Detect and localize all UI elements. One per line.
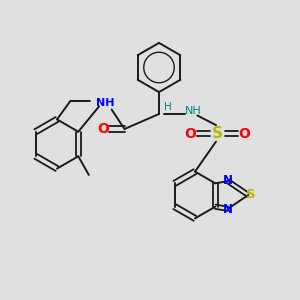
Text: O: O [184, 127, 196, 140]
Text: N: N [223, 203, 233, 216]
Text: N: N [223, 174, 233, 187]
Text: NH: NH [185, 106, 202, 116]
Text: H: H [164, 102, 171, 112]
Text: S: S [212, 126, 223, 141]
Text: O: O [238, 127, 250, 140]
Text: O: O [98, 122, 110, 136]
Text: NH: NH [96, 98, 114, 109]
Text: S: S [246, 188, 256, 202]
